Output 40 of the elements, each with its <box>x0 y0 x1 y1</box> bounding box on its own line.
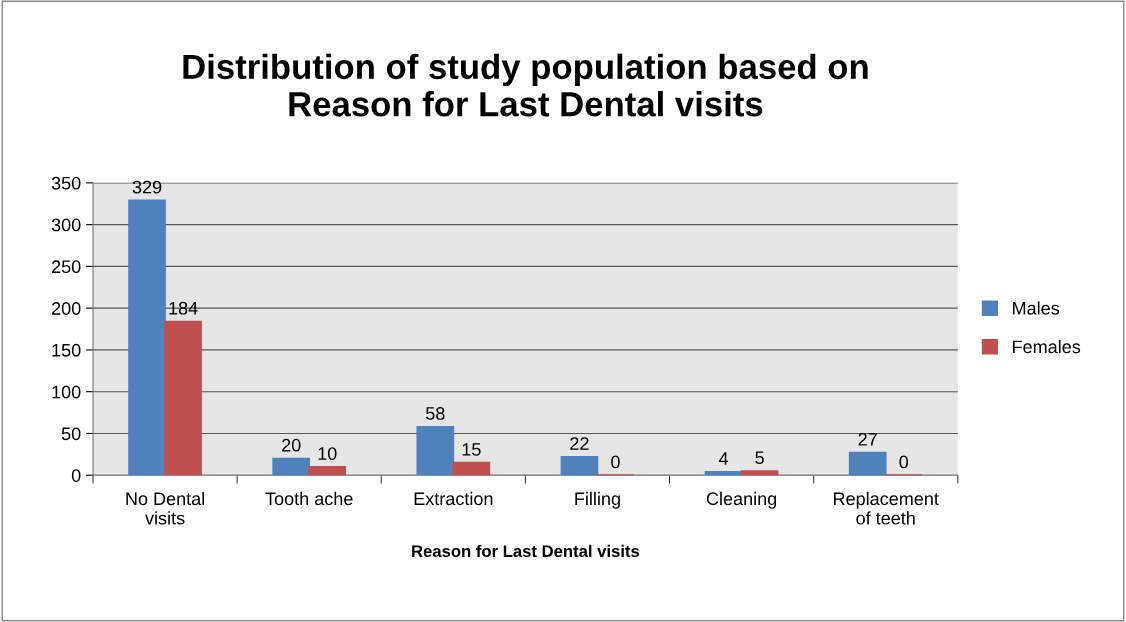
bar <box>452 461 491 476</box>
data-label: 10 <box>318 447 337 460</box>
data-label: 329 <box>132 180 162 194</box>
bar <box>272 457 311 476</box>
bar <box>740 470 779 476</box>
y-tick-label: 200 <box>51 302 81 315</box>
legend-label: Males <box>1013 301 1060 315</box>
y-tick-label: 150 <box>52 343 81 357</box>
data-label: 4 <box>718 452 729 465</box>
y-tick-label: 100 <box>52 385 81 399</box>
bar <box>308 466 347 476</box>
data-label: 20 <box>282 438 301 452</box>
x-tick-label: No Dental visits <box>126 491 205 525</box>
bar <box>560 455 599 476</box>
data-label: 0 <box>899 455 909 469</box>
x-tick-label: Filling <box>575 491 620 509</box>
x-axis-title: Reason for Last Dental visits <box>412 544 640 558</box>
x-tick-label: Cleaning <box>706 491 777 509</box>
bar <box>128 199 166 476</box>
x-tick-label: Replacement of teeth <box>834 491 939 525</box>
data-label: 184 <box>169 301 198 315</box>
y-tick-label: 300 <box>51 218 81 232</box>
legend-label: Females <box>1013 339 1081 354</box>
data-label: 15 <box>462 443 481 456</box>
y-tick-label: 250 <box>51 260 81 274</box>
bar <box>416 425 455 476</box>
chart-title: Distribution of study population based on Reason for Last Dental visits <box>183 53 868 117</box>
data-label: 22 <box>570 437 589 450</box>
data-label: 58 <box>425 407 445 420</box>
y-tick-label: 0 <box>71 469 81 482</box>
x-tick-label: Tooth ache <box>265 491 353 506</box>
bar <box>704 471 743 476</box>
data-label: 5 <box>755 451 764 465</box>
data-label: 0 <box>611 455 620 469</box>
bar <box>848 451 887 476</box>
y-tick-label: 50 <box>61 427 81 441</box>
data-label: 27 <box>858 432 877 446</box>
x-tick-label: Extraction <box>414 491 493 506</box>
y-tick-label: 350 <box>51 176 81 190</box>
bar <box>164 320 202 476</box>
